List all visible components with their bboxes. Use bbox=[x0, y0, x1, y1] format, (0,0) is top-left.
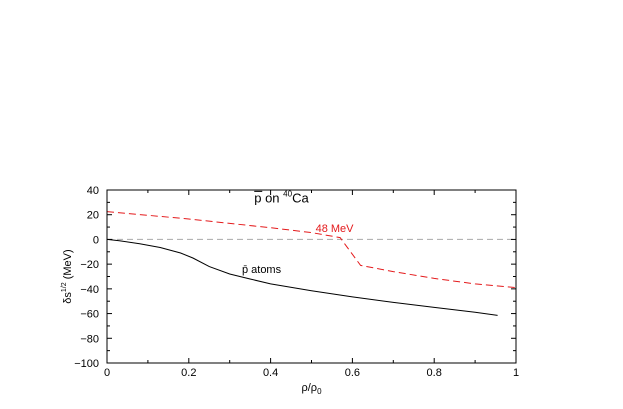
y-tick-label: −20 bbox=[80, 259, 99, 271]
tick-layer: 0 0.2 0.4 0.6 0.8 1 −100 −80 −60 −40 −20 0 20 40 bbox=[74, 185, 519, 379]
plot-frame bbox=[106, 189, 517, 364]
x-tick-label: 1 bbox=[513, 367, 519, 379]
x-axis-label: ρ/ρ0 bbox=[301, 382, 322, 396]
x-tick-label: 0 bbox=[104, 367, 110, 379]
y-tick-label: 40 bbox=[87, 185, 99, 197]
title-on: on bbox=[261, 190, 283, 205]
y-tick-label: 0 bbox=[93, 234, 99, 246]
y-tick-label: −60 bbox=[80, 309, 99, 321]
y-tick-label: −80 bbox=[80, 333, 99, 345]
y-tick-label: −100 bbox=[74, 358, 99, 370]
title-symbol: p bbox=[254, 190, 261, 205]
x-tick-label: 0.8 bbox=[427, 367, 442, 379]
title-mass: 40 bbox=[283, 189, 292, 198]
x-tick-label: 0.2 bbox=[181, 367, 196, 379]
series-line-48-mev bbox=[106, 211, 517, 289]
series-line-pbar-atoms bbox=[106, 238, 498, 316]
annotation-pbar-atoms: p̄ atoms bbox=[242, 264, 282, 276]
annotation-layer: 48 MeV p̄ atoms bbox=[242, 223, 354, 276]
chart-title: p on 40Ca bbox=[254, 189, 309, 205]
series-layer bbox=[106, 211, 517, 316]
y-axis-label: δs1/2 (MeV) bbox=[61, 249, 74, 303]
y-tick-label: −40 bbox=[80, 284, 99, 296]
title-element: Ca bbox=[292, 190, 309, 205]
y-tick-label: 20 bbox=[87, 210, 99, 222]
x-tick-label: 0.6 bbox=[345, 367, 360, 379]
x-tick-label: 0.4 bbox=[263, 367, 278, 379]
annotation-48-mev: 48 MeV bbox=[316, 223, 355, 235]
